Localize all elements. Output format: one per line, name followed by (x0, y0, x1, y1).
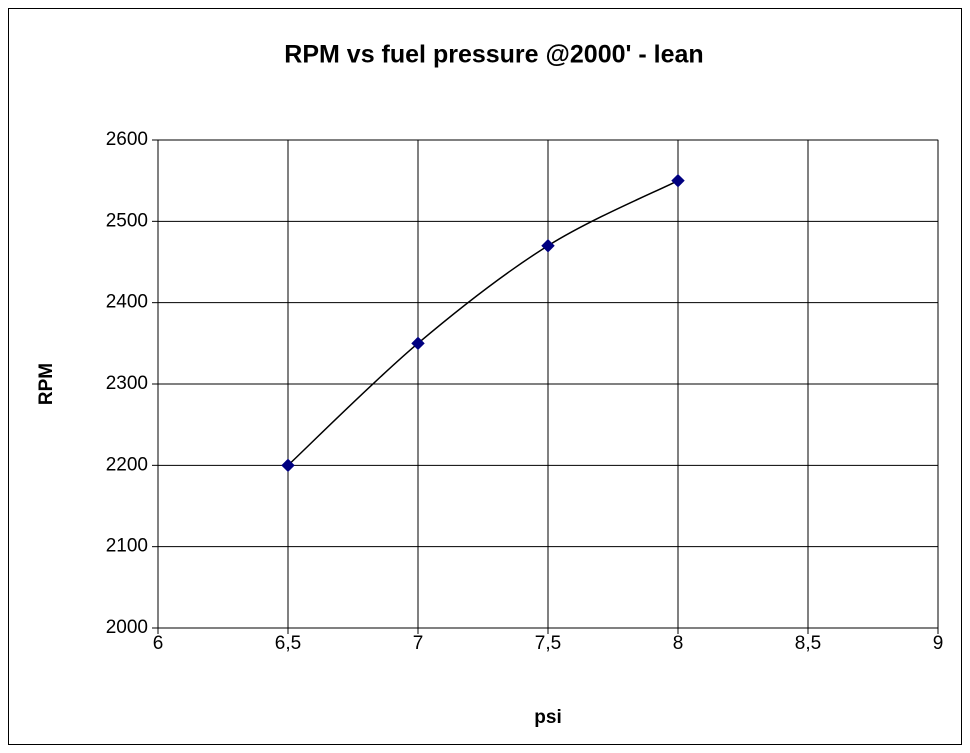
x-tick-label: 8,5 (795, 633, 821, 654)
series-line (287, 179, 679, 466)
y-tick-label: 2000 (106, 617, 148, 638)
x-tick-label: 9 (933, 633, 944, 654)
x-tick-label: 6,5 (275, 633, 301, 654)
y-tick-label: 2600 (106, 129, 148, 150)
x-tick-label: 8 (673, 633, 684, 654)
data-point (671, 173, 685, 188)
y-axis-title: RPM (36, 363, 57, 405)
data-point (541, 239, 555, 253)
chart-title: RPM vs fuel pressure @2000' - lean (284, 41, 703, 69)
x-tick-label: 7 (413, 633, 424, 654)
y-tick-label: 2200 (106, 454, 148, 475)
data-point (411, 336, 425, 351)
x-tick-label: 7,5 (535, 633, 561, 654)
x-axis-title: psi (534, 707, 561, 728)
y-tick-label: 2100 (106, 536, 148, 557)
y-tick-label: 2500 (106, 210, 148, 231)
y-tick-label: 2400 (106, 292, 148, 313)
x-tick-label: 6 (153, 633, 164, 654)
y-tick-label: 2300 (106, 373, 148, 394)
data-point (281, 458, 295, 473)
